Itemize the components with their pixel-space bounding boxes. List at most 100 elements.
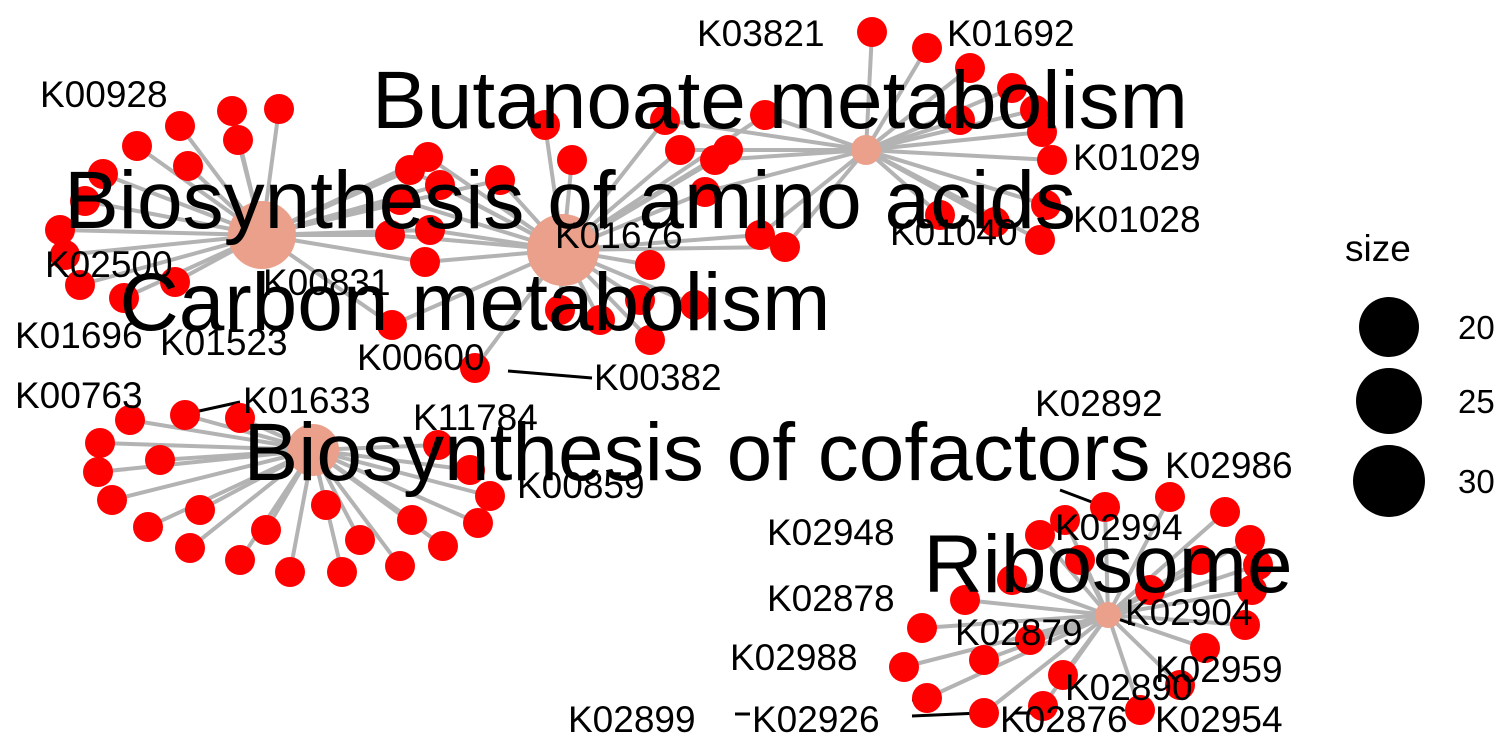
gene-node-56 — [83, 457, 113, 487]
edge-88-4 — [903, 613, 1109, 669]
gene-node-62 — [275, 557, 305, 587]
gene-label-k00928: K00928 — [40, 74, 168, 115]
gene-node-45 — [635, 325, 665, 355]
edge-76-4 — [1106, 510, 1227, 617]
gene-node-95 — [1135, 575, 1165, 605]
gene-label-k01633: K01633 — [243, 380, 371, 421]
gene-node-29 — [50, 240, 80, 270]
gene-node-82 — [1165, 670, 1195, 700]
gene-node-63 — [327, 557, 357, 587]
legend-circle-large — [1353, 445, 1425, 517]
gene-node-9 — [980, 207, 1010, 237]
edge-86-4 — [982, 613, 1110, 715]
label-connector-5 — [911, 711, 981, 718]
gene-node-26 — [88, 159, 118, 189]
edge-74-4 — [1103, 506, 1110, 616]
edge-87-4 — [926, 613, 1109, 700]
edge-72-3 — [312, 448, 471, 472]
gene-label-k02878: K02878 — [767, 578, 895, 619]
gene-node-71 — [397, 505, 427, 535]
edge-60-3 — [188, 448, 315, 550]
edge-54-3 — [99, 441, 314, 452]
gene-node-22 — [165, 111, 195, 141]
gene-label-k01696: K01696 — [15, 315, 143, 356]
gene-node-8 — [1025, 225, 1055, 255]
gene-node-87 — [912, 683, 942, 713]
gene-node-2 — [955, 53, 985, 83]
gene-node-30 — [65, 270, 95, 300]
gene-label-k02879: K02879 — [955, 612, 1083, 653]
gene-node-5 — [1027, 117, 1057, 147]
gene-node-43 — [635, 250, 665, 280]
gene-node-60 — [175, 533, 205, 563]
gene-node-13 — [700, 145, 730, 175]
edge-14-0 — [704, 148, 867, 194]
gene-node-57 — [97, 485, 127, 515]
gene-node-81 — [1190, 633, 1220, 663]
gene-node-37 — [415, 215, 445, 245]
edge-19-0 — [865, 118, 961, 152]
edge-82-4 — [1106, 613, 1182, 687]
gene-node-67 — [475, 481, 505, 511]
gene-label-k02926: K02926 — [752, 699, 880, 740]
gene-node-46 — [680, 290, 710, 320]
gene-label-k01692: K01692 — [947, 13, 1075, 54]
legend-title: size — [1345, 228, 1411, 269]
gene-node-69 — [311, 490, 341, 520]
gene-node-35 — [425, 170, 455, 200]
gene-label-k00859: K00859 — [517, 465, 645, 506]
edge-79-4 — [1107, 588, 1253, 617]
gene-node-66 — [463, 508, 493, 538]
gene-node-50 — [460, 353, 490, 383]
gene-node-80 — [1230, 610, 1260, 640]
gene-label-k01676: K01676 — [555, 215, 683, 256]
gene-node-91 — [950, 585, 980, 615]
gene-node-85 — [1028, 691, 1058, 721]
gene-node-89 — [969, 645, 999, 675]
gene-node-38 — [410, 247, 440, 277]
gene-node-18 — [650, 105, 680, 135]
gene-node-31 — [109, 283, 139, 313]
gene-node-0 — [857, 17, 887, 47]
edge-16-0 — [783, 148, 868, 249]
gene-node-28 — [45, 215, 75, 245]
edge-10-0 — [864, 148, 942, 217]
category-label-biosynthesis-of-cofactors: Biosynthesis of cofactors — [244, 407, 1151, 498]
gene-node-65 — [428, 531, 458, 561]
gene-node-92 — [1025, 520, 1055, 550]
gene-label-k00600: K00600 — [357, 337, 485, 378]
edge-85-4 — [1041, 613, 1110, 708]
gene-node-40 — [530, 110, 560, 140]
category-label-carbon-metabolism: Carbon metabolism — [120, 257, 831, 348]
legend-label-20: 20 — [1458, 309, 1495, 346]
gene-label-k01523: K01523 — [160, 322, 288, 363]
gene-label-k02954: K02954 — [1155, 699, 1283, 740]
gene-label-k02904: K02904 — [1125, 592, 1253, 633]
gene-node-83 — [1125, 695, 1155, 725]
gene-label-k03821: K03821 — [697, 13, 825, 54]
gene-node-41 — [557, 145, 587, 175]
category-label-biosynthesis-of-amino-acids: Biosynthesis of amino acids — [64, 155, 1076, 246]
gene-label-k01028: K01028 — [1073, 199, 1201, 240]
edge-80-4 — [1107, 613, 1246, 627]
category-node-4 — [1095, 602, 1121, 628]
edge-67-3 — [312, 448, 491, 498]
gene-label-k02948: K02948 — [767, 512, 895, 553]
category-label-butanoate-metabolism: Butanoate metabolism — [372, 55, 1188, 146]
gene-label-k11784: K11784 — [413, 397, 538, 438]
edge-91-4 — [964, 598, 1109, 617]
gene-label-k02959: K02959 — [1155, 649, 1283, 690]
gene-label-k02994: K02994 — [1055, 507, 1183, 548]
gene-label-k00831: K00831 — [263, 262, 391, 303]
edge-15-0 — [758, 148, 868, 237]
gene-node-93 — [1050, 505, 1080, 535]
label-connector-0 — [507, 369, 593, 380]
gene-node-51 — [170, 400, 200, 430]
gene-node-55 — [145, 445, 175, 475]
gene-node-77 — [1235, 525, 1265, 555]
edge-42-1 — [261, 178, 501, 237]
gene-node-94 — [1065, 545, 1095, 575]
edge-3-0 — [865, 86, 1013, 152]
